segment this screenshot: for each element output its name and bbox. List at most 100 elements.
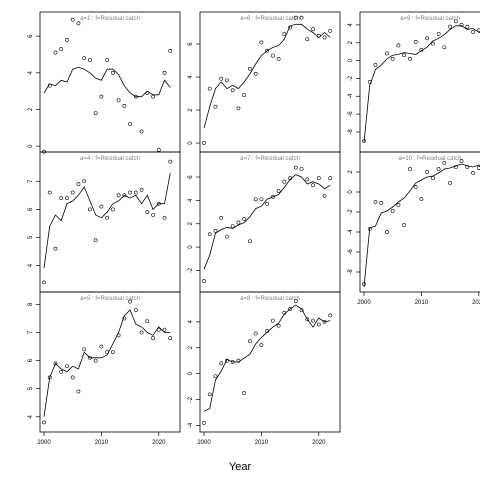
x-tick-label: 2010 bbox=[95, 440, 109, 446]
data-point bbox=[145, 319, 150, 324]
data-point bbox=[299, 15, 304, 20]
data-point bbox=[396, 43, 401, 48]
y-tick-label: 0 bbox=[188, 245, 194, 249]
panel-frame bbox=[199, 151, 341, 293]
data-point bbox=[288, 176, 292, 181]
data-point bbox=[93, 238, 98, 243]
data-point bbox=[225, 234, 229, 239]
fitted-line bbox=[43, 66, 171, 98]
data-point bbox=[93, 111, 98, 116]
data-point bbox=[122, 316, 127, 321]
x-axis-label: Year bbox=[229, 461, 252, 473]
panel-frame bbox=[39, 11, 181, 153]
data-point bbox=[453, 19, 458, 24]
data-point bbox=[116, 333, 121, 338]
data-point bbox=[282, 32, 287, 37]
panel-7: a=5 : f=Residual catch 4 5 6 7 8 2000 2010 2020 bbox=[28, 291, 181, 446]
data-point bbox=[362, 138, 366, 143]
data-point bbox=[248, 239, 252, 244]
data-point bbox=[70, 190, 75, 195]
data-point bbox=[99, 94, 104, 99]
data-point bbox=[259, 343, 264, 348]
data-point bbox=[230, 88, 235, 93]
data-point bbox=[385, 230, 389, 234]
y-tick-label: 4 bbox=[28, 71, 34, 75]
y-tick-label: 6 bbox=[28, 358, 34, 362]
y-tick-label: 6 bbox=[188, 175, 194, 179]
y-tick-label: 7 bbox=[28, 330, 34, 334]
data-point bbox=[162, 215, 167, 220]
x-tick-label: 2000 bbox=[37, 440, 51, 446]
y-tick-label: 2 bbox=[188, 221, 194, 225]
data-point bbox=[105, 350, 110, 355]
data-point bbox=[253, 71, 258, 76]
data-point bbox=[265, 48, 270, 53]
y-tick-label: 0 bbox=[348, 190, 354, 194]
data-point bbox=[219, 361, 224, 366]
data-point bbox=[116, 193, 121, 198]
y-tick-label: 6 bbox=[188, 42, 194, 46]
data-point bbox=[465, 24, 470, 29]
y-tick-label: -8 bbox=[348, 129, 354, 135]
data-point bbox=[288, 25, 292, 30]
y-tick-label: -2 bbox=[348, 75, 354, 81]
data-point bbox=[65, 196, 69, 201]
data-point bbox=[65, 37, 69, 42]
data-point bbox=[88, 58, 92, 62]
data-point bbox=[168, 336, 173, 341]
panel-1: a=1 : f=Residual catch 0 2 4 6 bbox=[28, 11, 181, 154]
data-point bbox=[265, 329, 270, 333]
data-point bbox=[230, 224, 235, 228]
data-point bbox=[316, 33, 321, 38]
data-point bbox=[53, 361, 58, 366]
y-tick-label: 2 bbox=[28, 107, 34, 111]
data-point bbox=[476, 28, 480, 33]
data-point bbox=[156, 327, 161, 332]
panel-title: a=8 : f=Residual catch bbox=[240, 296, 300, 302]
data-point bbox=[213, 228, 218, 233]
data-point bbox=[288, 307, 292, 311]
y-tick-label: 0 bbox=[188, 141, 194, 145]
panel-frame bbox=[359, 11, 480, 153]
y-tick-label: -2 bbox=[348, 209, 354, 215]
data-point bbox=[253, 331, 258, 336]
data-point bbox=[476, 166, 480, 170]
data-point bbox=[367, 80, 372, 84]
x-tick-label: 2010 bbox=[415, 300, 429, 306]
data-point bbox=[322, 319, 327, 324]
data-point bbox=[202, 141, 206, 145]
y-tick-label: -4 bbox=[188, 422, 194, 428]
y-tick-label: 7 bbox=[28, 179, 34, 183]
data-point bbox=[128, 299, 132, 304]
panel-6: a=10 : f=Residual catch -8 -6 -4 -2 0 2 2000 201… bbox=[348, 151, 480, 306]
data-point bbox=[270, 318, 275, 323]
panel-frame bbox=[199, 291, 341, 433]
data-point bbox=[299, 166, 304, 171]
data-point bbox=[207, 392, 212, 397]
data-point bbox=[105, 215, 110, 220]
y-tick-label: -4 bbox=[348, 93, 354, 99]
data-point bbox=[202, 279, 206, 283]
data-point bbox=[110, 350, 115, 355]
y-tick-label: -6 bbox=[348, 249, 354, 255]
data-point bbox=[133, 308, 138, 312]
fitted-line bbox=[203, 304, 331, 412]
y-tick-label: -4 bbox=[348, 229, 354, 235]
data-point bbox=[65, 364, 69, 369]
data-point bbox=[202, 420, 206, 425]
y-tick-label: 2 bbox=[188, 108, 194, 112]
data-point bbox=[88, 207, 92, 212]
data-point bbox=[305, 37, 310, 42]
y-tick-label: -2 bbox=[188, 396, 194, 402]
data-point bbox=[413, 39, 418, 44]
panel-title: a=4 : f=Residual catch bbox=[80, 156, 140, 162]
data-point bbox=[322, 193, 327, 198]
data-point bbox=[276, 57, 281, 61]
data-point bbox=[76, 182, 81, 186]
data-point bbox=[110, 207, 115, 212]
data-point bbox=[99, 344, 104, 349]
data-point bbox=[47, 375, 52, 380]
y-tick-label: 5 bbox=[28, 386, 34, 390]
data-point bbox=[236, 220, 241, 225]
data-point bbox=[47, 190, 52, 195]
